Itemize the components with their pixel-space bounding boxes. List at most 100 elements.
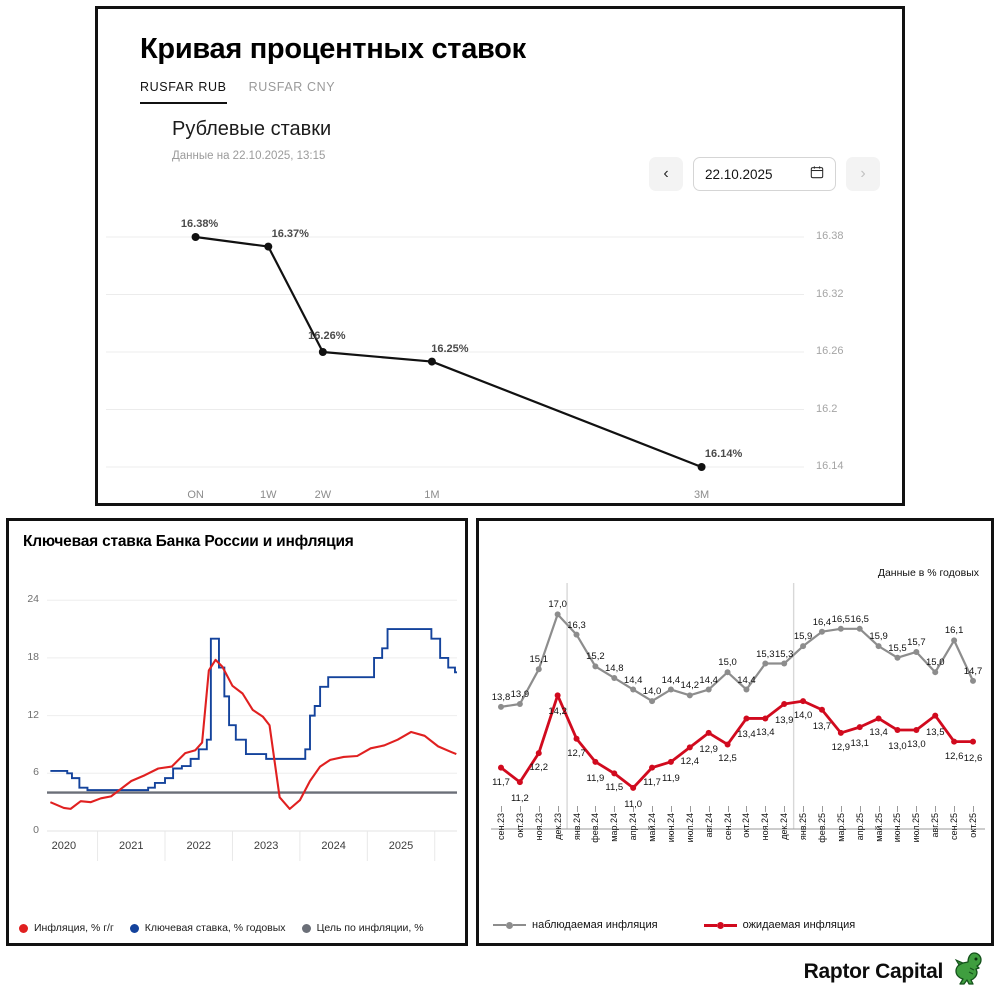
x-axis-tick: дек.23 — [552, 813, 563, 840]
data-point-label: 13,9 — [774, 715, 794, 726]
data-point-label: 17,0 — [548, 599, 567, 611]
x-axis-tick-mark — [519, 806, 521, 812]
legend-swatch-target — [301, 923, 311, 933]
x-axis-tick: июл.24 — [684, 813, 695, 843]
tab-rusfar-rub[interactable]: RUSFAR RUB — [140, 80, 227, 104]
x-axis-tick-mark — [840, 806, 842, 812]
legend-item-expected: ожидаемая инфляция — [703, 919, 856, 931]
calendar-icon[interactable] — [810, 165, 824, 184]
data-point-label: 13,8 — [491, 691, 511, 703]
data-point-label: 16.38% — [180, 218, 219, 230]
x-axis-tick: 2024 — [321, 840, 346, 852]
data-point-label: 15,5 — [888, 642, 907, 654]
x-axis-tick-mark — [557, 806, 559, 812]
x-axis-tick: май.25 — [873, 813, 884, 842]
x-axis-tick: 2022 — [186, 840, 211, 852]
data-point-label: 16.25% — [431, 342, 469, 355]
data-point-label: 11,9 — [662, 772, 680, 784]
x-axis-tick-mark — [954, 806, 956, 812]
legend-label-expected: ожидаемая инфляция — [742, 919, 856, 931]
y-axis-tick: 0 — [33, 824, 39, 836]
data-point-label: 13,4 — [756, 727, 775, 739]
next-date-button[interactable]: › — [846, 157, 880, 191]
y-axis-tick: 16.38 — [816, 230, 844, 242]
x-axis-tick: 2020 — [51, 840, 77, 852]
legend-swatch-key-rate — [129, 923, 139, 933]
x-axis-tick-mark — [859, 806, 861, 812]
x-axis-tick-mark — [746, 806, 748, 812]
x-axis-tick-mark — [670, 806, 672, 812]
key-rate-chart: 6 12 18 24 0 2020 2021 2022 2023 2024 2025 — [9, 567, 465, 887]
inflation-expectations-legend: наблюдаемая инфляция ожидаемая инфляция — [479, 919, 991, 931]
x-axis-tick-mark — [784, 806, 786, 812]
data-point-label: 14,0 — [642, 686, 662, 698]
key-rate-inflation-panel: Ключевая ставка Банка России и инфляция … — [6, 518, 468, 946]
data-point-label: 11,0 — [624, 798, 643, 810]
data-point-label: 15,9 — [869, 631, 888, 643]
y-axis-tick: 16.32 — [816, 287, 844, 300]
y-axis-tick: 6 — [33, 766, 39, 779]
x-axis-tick: сен.25 — [949, 813, 960, 840]
legend-item-inflation: Инфляция, % г/г — [19, 922, 114, 934]
x-axis-tick-mark — [708, 806, 710, 812]
legend-label-target: Цель по инфляции, % — [316, 922, 424, 934]
legend-item-target: Цель по инфляции, % — [301, 922, 424, 934]
x-axis-tick-mark — [727, 806, 729, 812]
data-point-label: 14,2 — [680, 680, 700, 692]
y-axis-tick: 24 — [27, 593, 39, 606]
x-axis-tick-mark — [576, 806, 578, 812]
x-axis-tick: ноя.24 — [760, 813, 771, 841]
page-title: Кривая процентных ставок — [140, 33, 526, 65]
x-axis-tick: май.24 — [647, 813, 658, 842]
x-axis-tick-mark — [897, 806, 899, 812]
legend-item-key-rate: Ключевая ставка, % годовых — [129, 922, 286, 934]
tab-bar: RUSFAR RUB RUSFAR CNY — [140, 80, 880, 104]
x-axis-tick-mark — [935, 806, 937, 812]
data-point-label: 12,2 — [529, 762, 549, 774]
data-point-label: 15,3 — [756, 648, 775, 660]
data-point-label: 14,8 — [605, 662, 624, 674]
tab-rusfar-cny[interactable]: RUSFAR CNY — [248, 80, 336, 94]
legend-swatch-observed — [493, 921, 526, 929]
x-axis-tick: окт.24 — [741, 813, 752, 838]
x-axis-tick: апр.25 — [854, 813, 865, 841]
y-axis-tick: 12 — [27, 708, 39, 721]
y-axis-tick: 16.26 — [816, 345, 844, 357]
x-axis-tick: сен.24 — [722, 813, 733, 840]
section-title: Рублевые ставки — [172, 118, 332, 140]
data-point-label: 14,7 — [963, 665, 983, 677]
x-axis-tick-mark — [538, 806, 540, 812]
x-axis-tick: янв.25 — [798, 813, 809, 841]
data-point-label: 13,4 — [737, 729, 756, 741]
legend-label-inflation: Инфляция, % г/г — [34, 922, 114, 934]
legend-swatch-inflation — [19, 923, 28, 933]
raptor-dinosaur-icon — [950, 951, 984, 992]
data-point-label: 13,7 — [812, 720, 832, 732]
data-point-label: 12,9 — [699, 743, 718, 755]
date-value: 22.10.2025 — [705, 166, 773, 182]
inflation-expectations-chart: 13,8 13,9 15,1 17,0 16,3 15,2 14,8 14,4 14,0 14,4… — [479, 583, 991, 833]
x-axis-tick-mark — [501, 806, 502, 812]
x-axis-tick: фев.24 — [590, 813, 601, 843]
data-point-label: 15,2 — [586, 651, 605, 663]
data-point-label: 12,4 — [680, 756, 700, 768]
prev-date-button[interactable]: ‹ — [649, 157, 683, 191]
x-axis-tick: апр.24 — [628, 813, 639, 841]
legend-label-key-rate: Ключевая ставка, % годовых — [144, 922, 286, 934]
x-axis-tick-mark — [878, 806, 880, 812]
data-point-label: 15,3 — [774, 648, 794, 660]
data-point-label: 14,0 — [793, 710, 813, 722]
rate-curve-plot — [106, 233, 804, 471]
x-axis-tick-mark — [916, 806, 918, 812]
inflation-expectations-plot — [491, 583, 985, 830]
data-point-label: 13,1 — [850, 738, 869, 750]
x-axis-tick-mark — [821, 806, 823, 812]
date-input[interactable]: 22.10.2025 — [693, 157, 836, 191]
data-point-label: 16.14% — [704, 448, 743, 460]
data-point-label: 13,4 — [869, 727, 888, 739]
x-axis-tick: 2023 — [253, 840, 279, 852]
data-point-label: 16,5 — [850, 613, 869, 625]
x-axis-tick-mark — [614, 806, 616, 812]
data-point-label: 11,5 — [605, 782, 624, 794]
data-point-label: 16.37% — [271, 227, 309, 240]
